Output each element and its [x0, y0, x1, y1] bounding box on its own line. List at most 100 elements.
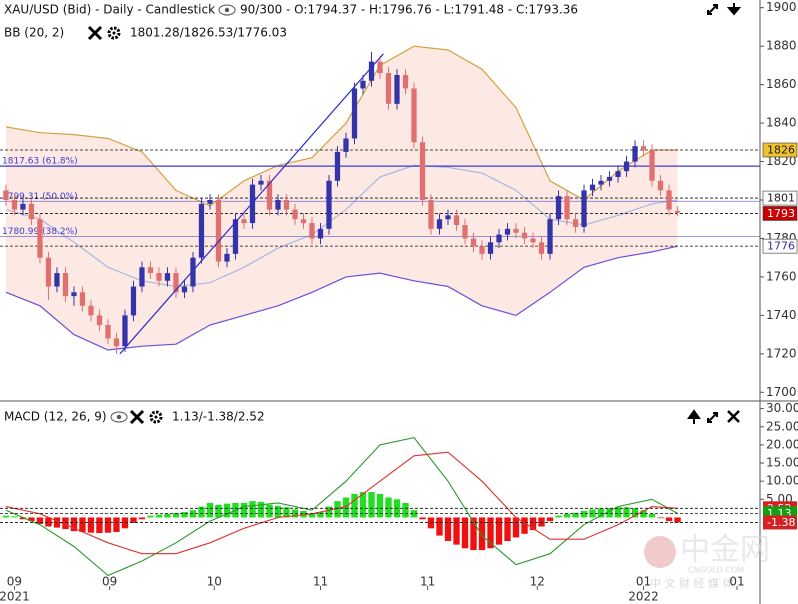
y-tick-label: 10.00: [766, 474, 798, 488]
candle-body: [79, 292, 86, 306]
histogram-bar: [155, 514, 163, 518]
candle-body: [300, 219, 307, 224]
fib-label: 1799.31 (50.0%): [2, 192, 78, 202]
candle-body: [224, 253, 230, 262]
histogram-bar: [453, 517, 460, 545]
histogram-bar: [96, 517, 103, 534]
chart-title: XAU/USD (Bid) - Daily - Candlestick: [4, 3, 215, 17]
histogram-bar: [138, 517, 146, 520]
x-tick-label: 11: [420, 575, 435, 589]
band-lower: [5, 245, 678, 351]
move-down-icon[interactable]: [726, 3, 742, 16]
histogram-bar: [215, 504, 222, 518]
candle-body: [674, 210, 681, 213]
level-tag-label: 1776: [767, 240, 795, 253]
y-tick-label: 30.00: [766, 401, 798, 415]
candle-body: [419, 142, 426, 200]
candle-body: [640, 146, 647, 150]
level-tag-label: 1801: [767, 192, 795, 205]
histogram-bar: [342, 497, 350, 518]
histogram-bar: [436, 517, 443, 536]
value-tag-label: -1.38: [767, 516, 795, 529]
macd-line: [5, 451, 678, 555]
level-tag-label: 1826: [767, 144, 795, 157]
band-upper: [5, 45, 678, 207]
histogram-bar: [11, 516, 18, 518]
histogram-bar: [512, 517, 520, 538]
watermark: 中金网 CNGOLD.COM 中 文 财 经 媒 体: [644, 533, 770, 590]
candle-body: [606, 176, 613, 181]
candle-body: [394, 75, 400, 104]
histogram-bar: [147, 515, 154, 518]
candle-body: [436, 219, 443, 229]
candle-body: [360, 80, 366, 89]
histogram-bar: [198, 506, 205, 518]
histogram-bar: [478, 517, 486, 551]
candle-body: [241, 219, 247, 224]
eye-icon[interactable]: [110, 411, 128, 423]
candle-body: [555, 196, 562, 220]
histogram-bar: [623, 507, 630, 518]
candle-body: [377, 61, 383, 74]
candle-body: [572, 219, 579, 227]
level-tag: [762, 238, 798, 254]
y-tick-label: 1900: [766, 0, 797, 14]
watermark-brand: 中金网: [680, 533, 770, 568]
candle-body: [181, 286, 188, 293]
candle-body: [190, 257, 196, 287]
candle-body: [402, 75, 409, 89]
histogram-bar: [648, 513, 656, 518]
move-up-icon[interactable]: [687, 409, 701, 424]
histogram-bar: [334, 501, 341, 518]
candle-body: [105, 325, 111, 339]
candle-body: [139, 267, 145, 287]
histogram-bar: [631, 508, 639, 518]
histogram-bar: [427, 517, 435, 529]
candle-body: [215, 200, 222, 262]
resize-icon[interactable]: [707, 412, 718, 423]
settings-icon[interactable]: [149, 410, 163, 424]
level-tag-label: 1793: [767, 207, 795, 220]
macd-line: [5, 436, 678, 577]
histogram-bar: [249, 501, 256, 518]
candle-body: [453, 215, 460, 225]
candle-body: [428, 200, 434, 229]
indicator-name: BB (20, 2): [4, 26, 64, 40]
histogram-bar: [121, 517, 129, 529]
candle-body: [385, 73, 392, 104]
candle-body: [249, 184, 256, 224]
remove-icon[interactable]: [129, 409, 145, 425]
candle-body: [198, 203, 205, 258]
eye-icon[interactable]: [218, 4, 236, 16]
histogram-bar: [529, 517, 537, 531]
candle-body: [530, 238, 536, 243]
candle-body: [649, 150, 655, 181]
candle-body: [547, 219, 553, 254]
candle-body: [411, 88, 417, 143]
settings-icon[interactable]: [107, 26, 121, 40]
histogram-bar: [308, 513, 316, 518]
candle-body: [666, 190, 672, 210]
histogram-bar: [189, 510, 197, 518]
candle-body: [496, 234, 502, 243]
remove-icon[interactable]: [87, 25, 103, 41]
resize-icon[interactable]: [707, 4, 718, 15]
close-icon[interactable]: [727, 410, 740, 423]
histogram-bar: [606, 508, 613, 518]
histogram-bar: [172, 513, 180, 518]
candle-body: [343, 138, 349, 152]
y-tick-label: 1840: [766, 116, 797, 130]
histogram-bar: [419, 517, 426, 520]
histogram-bar: [257, 501, 265, 518]
candle-body: [309, 223, 315, 239]
watermark-logo: [644, 536, 676, 568]
candle-body: [657, 180, 664, 191]
watermark-site: CNGOLD.COM: [688, 566, 744, 575]
candle-body: [113, 338, 120, 347]
y-tick-label: 1760: [766, 269, 797, 283]
candle-body: [164, 273, 171, 281]
level-tag: [762, 190, 798, 206]
level-tag: [762, 206, 798, 221]
